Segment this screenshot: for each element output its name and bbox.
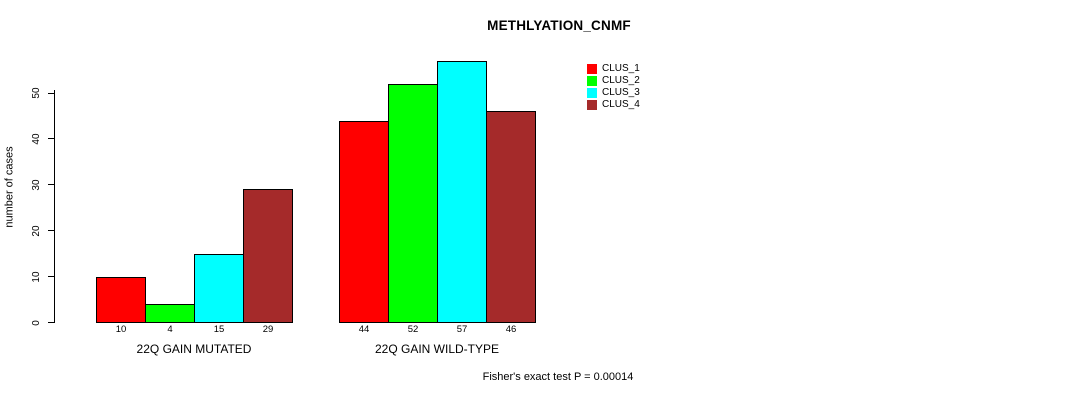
bar-CLUS_2	[388, 83, 438, 324]
legend-label: CLUS_1	[602, 63, 640, 74]
bar-value-label: 44	[358, 323, 370, 335]
y-tick-mark	[47, 230, 55, 232]
legend-item-CLUS_3: CLUS_3	[587, 88, 640, 98]
y-tick-mark	[47, 138, 55, 140]
legend-swatch-CLUS_1	[587, 64, 597, 74]
legend-item-CLUS_1: CLUS_1	[587, 64, 640, 74]
bar-CLUS_2	[145, 304, 195, 324]
bar-CLUS_1	[339, 120, 389, 324]
legend-label: CLUS_3	[602, 87, 640, 98]
legend-label: CLUS_2	[602, 75, 640, 86]
legend-swatch-CLUS_4	[587, 100, 597, 110]
bar-value-label: 10	[115, 323, 127, 335]
x-group-label: 22Q GAIN WILD-TYPE	[374, 342, 500, 356]
bar-value-label: 29	[262, 323, 274, 335]
y-tick-mark	[47, 92, 55, 94]
legend-label: CLUS_4	[602, 99, 640, 110]
y-tick-label: 40	[31, 133, 42, 145]
bar-CLUS_3	[437, 60, 487, 324]
y-tick-mark	[47, 322, 55, 323]
bar-CLUS_1	[96, 276, 146, 324]
bar-value-label: 57	[456, 323, 468, 335]
bar-value-label: 52	[407, 323, 419, 335]
y-tick-label: 30	[31, 179, 42, 191]
legend-swatch-CLUS_3	[587, 88, 597, 98]
fisher-test-annotation: Fisher's exact test P = 0.00014	[482, 371, 634, 383]
bar-CLUS_4	[243, 189, 293, 324]
y-axis-label: number of cases	[3, 146, 16, 228]
bar-CLUS_3	[194, 253, 244, 324]
bar-value-label: 46	[505, 323, 517, 335]
y-axis-line	[54, 90, 55, 323]
x-group-label: 22Q GAIN MUTATED	[136, 342, 252, 356]
y-tick-label: 0	[31, 319, 42, 326]
y-tick-mark	[47, 184, 55, 186]
legend: CLUS_1 CLUS_2 CLUS_3 CLUS_4	[587, 64, 640, 112]
bar-value-label: 4	[167, 323, 173, 335]
y-tick-label: 50	[31, 87, 42, 99]
y-tick-label: 20	[31, 225, 42, 237]
legend-item-CLUS_4: CLUS_4	[587, 100, 640, 110]
y-tick-mark	[47, 276, 55, 278]
y-tick-label: 10	[31, 271, 42, 283]
legend-swatch-CLUS_2	[587, 76, 597, 86]
bar-CLUS_4	[486, 111, 536, 324]
chart-title: METHLYATION_CNMF	[487, 18, 631, 33]
legend-item-CLUS_2: CLUS_2	[587, 76, 640, 86]
bar-value-label: 15	[213, 323, 225, 335]
